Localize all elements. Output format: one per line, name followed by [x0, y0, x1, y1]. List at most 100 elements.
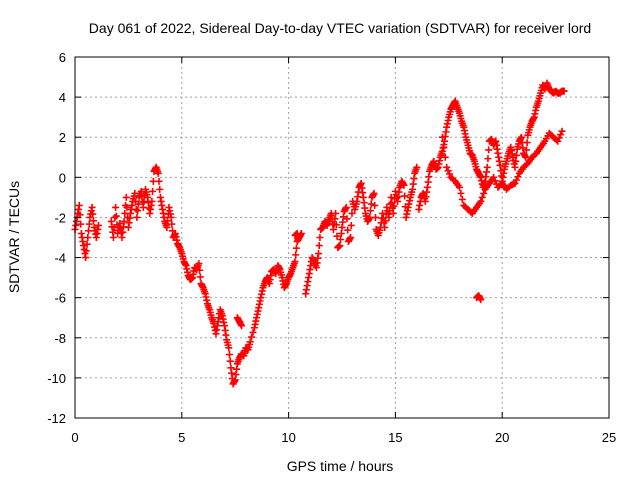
- data-point: [560, 87, 568, 95]
- data-point: [168, 220, 176, 228]
- data-point: [371, 213, 379, 221]
- data-point: [485, 146, 493, 154]
- data-point: [293, 229, 301, 237]
- data-point: [316, 234, 324, 241]
- data-point: [112, 212, 120, 220]
- data-point: [196, 273, 204, 281]
- data-point: [292, 251, 300, 259]
- x-tick-label: 20: [495, 430, 509, 445]
- data-point: [477, 197, 485, 205]
- data-point: [195, 260, 203, 268]
- y-tick-label: -12: [47, 411, 66, 426]
- data-point: [82, 247, 90, 255]
- y-axis-label: SDTVAR / TECUs: [6, 181, 22, 293]
- data-point: [514, 173, 522, 181]
- data-point: [455, 183, 463, 191]
- data-point: [441, 153, 449, 161]
- x-tick-label: 5: [178, 430, 185, 445]
- data-point: [512, 176, 520, 184]
- data-point: [84, 234, 92, 241]
- plot-border: [74, 56, 610, 419]
- data-point: [483, 163, 491, 171]
- data-point: [522, 146, 530, 154]
- data-point: [238, 322, 246, 330]
- data-point: [292, 244, 300, 252]
- data-point: [337, 229, 345, 237]
- data-point: [85, 227, 93, 235]
- data-point: [154, 169, 162, 177]
- data-point: [83, 240, 91, 248]
- y-tick-label: -2: [54, 210, 66, 225]
- data-point: [248, 333, 256, 341]
- data-point: [480, 189, 488, 197]
- data-point: [226, 350, 234, 358]
- data-point: [343, 215, 351, 223]
- data-point: [90, 217, 98, 225]
- data-point: [155, 177, 163, 185]
- y-tick-label: -8: [54, 331, 66, 346]
- x-tick-label: 10: [281, 430, 295, 445]
- data-point: [89, 210, 97, 218]
- data-point: [370, 189, 378, 197]
- data-point: [385, 213, 393, 221]
- data-point: [246, 338, 254, 346]
- y-tick-label: 2: [59, 130, 66, 145]
- data-point: [123, 203, 131, 211]
- x-tick-label: 25: [602, 430, 616, 445]
- data-point: [122, 193, 130, 201]
- data-point: [332, 221, 340, 229]
- data-point: [132, 205, 140, 213]
- data-point: [94, 221, 102, 229]
- x-tick-label: 15: [388, 430, 402, 445]
- data-point: [109, 234, 117, 241]
- data-point: [342, 203, 350, 211]
- y-tick-label: -4: [54, 251, 66, 266]
- data-point: [112, 203, 120, 211]
- data-point: [511, 163, 519, 171]
- data-point: [491, 177, 499, 185]
- chart-title: Day 061 of 2022, Sidereal Day-to-day VTE…: [89, 20, 591, 36]
- data-point: [75, 201, 83, 209]
- data-point: [156, 185, 164, 193]
- data-point: [347, 234, 355, 241]
- data-point: [120, 217, 128, 225]
- data-point: [446, 170, 454, 178]
- data-point: [140, 197, 148, 205]
- data-point: [336, 242, 344, 250]
- plot-frame: [74, 56, 610, 419]
- data-point: [367, 200, 375, 208]
- data-point: [381, 223, 389, 231]
- data-point: [133, 213, 141, 221]
- x-axis-label: GPS time / hours: [287, 458, 394, 474]
- data-point: [477, 296, 485, 304]
- data-point: [484, 155, 492, 163]
- x-tick-label: 0: [71, 430, 78, 445]
- data-point: [77, 220, 85, 228]
- data-point: [413, 163, 421, 171]
- data-point: [523, 139, 531, 147]
- data-point: [348, 209, 356, 217]
- data-point: [558, 127, 566, 135]
- data-point: [163, 223, 171, 231]
- data-point: [315, 250, 323, 258]
- data-point: [390, 202, 398, 210]
- y-tick-label: 4: [59, 90, 66, 105]
- data-point: [511, 179, 519, 187]
- data-point: [557, 131, 565, 139]
- data-point: [134, 200, 142, 208]
- data-point: [443, 163, 451, 171]
- data-point: [512, 157, 520, 165]
- data-point: [249, 328, 257, 336]
- axis-tick-labels: 0 5 10 15 20 25 -12 -10 -8 -6 -4 -2 0 2 4 6: [47, 50, 616, 445]
- data-point: [554, 137, 562, 145]
- data-point: [315, 242, 323, 250]
- data-point: [371, 201, 379, 209]
- y-tick-label: -10: [47, 371, 66, 386]
- data-point: [400, 181, 408, 189]
- data-point: [522, 153, 530, 161]
- data-point: [344, 226, 352, 234]
- data-point: [333, 232, 341, 240]
- data-points: [71, 79, 568, 388]
- axis-ticks: [74, 56, 610, 419]
